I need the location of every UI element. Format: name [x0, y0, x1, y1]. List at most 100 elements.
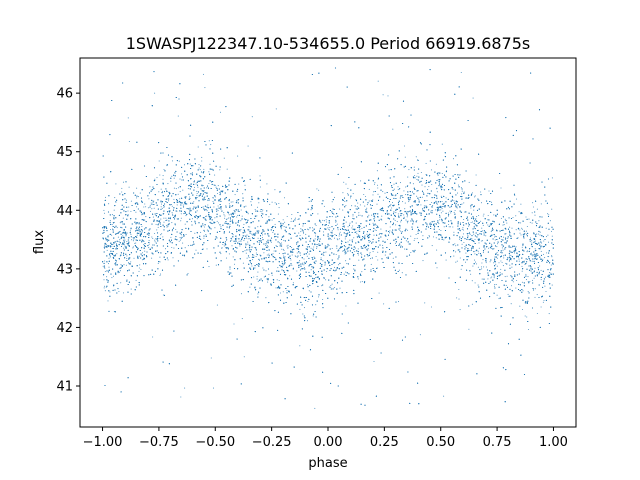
data-point: [325, 251, 327, 253]
data-point: [315, 277, 317, 279]
data-point: [532, 206, 535, 208]
data-point: [453, 211, 455, 213]
data-point: [490, 201, 493, 203]
data-point: [460, 187, 462, 189]
data-point: [356, 233, 358, 235]
data-point: [387, 95, 389, 97]
data-point: [397, 189, 399, 191]
data-point: [454, 209, 456, 212]
data-point: [352, 193, 354, 195]
data-point: [404, 156, 406, 158]
data-point: [198, 164, 200, 166]
data-point: [336, 247, 338, 249]
data-point: [494, 236, 496, 238]
data-point: [178, 240, 180, 242]
data-point: [252, 259, 254, 261]
data-point: [330, 286, 332, 288]
data-point: [322, 253, 324, 255]
data-point: [115, 183, 117, 185]
data-point: [244, 250, 246, 252]
data-point: [178, 160, 180, 162]
data-point: [130, 210, 132, 212]
data-point: [424, 215, 426, 218]
data-point: [468, 181, 470, 183]
data-point: [487, 224, 489, 226]
data-point: [454, 217, 456, 220]
data-point: [278, 252, 280, 254]
data-point: [103, 279, 105, 281]
data-point: [524, 263, 526, 265]
data-point: [455, 245, 457, 247]
data-point: [127, 210, 129, 212]
data-point: [208, 199, 211, 201]
data-point: [257, 271, 259, 273]
data-point: [245, 242, 247, 244]
data-point: [303, 307, 306, 309]
data-point: [392, 257, 394, 259]
data-point: [213, 184, 215, 186]
data-point: [415, 233, 417, 236]
data-point: [270, 241, 272, 243]
data-point: [493, 262, 495, 264]
data-point: [159, 174, 161, 176]
data-point: [280, 245, 283, 247]
data-point: [149, 210, 152, 212]
data-point: [108, 203, 110, 205]
data-point: [429, 222, 431, 224]
data-point: [358, 259, 360, 261]
data-point: [193, 186, 196, 188]
data-point: [495, 283, 497, 286]
data-point: [388, 232, 391, 234]
data-point: [531, 240, 533, 242]
data-point: [406, 222, 409, 224]
data-point: [539, 231, 541, 233]
data-point: [533, 240, 535, 243]
data-point: [177, 115, 179, 117]
data-point: [180, 217, 182, 219]
data-point: [507, 293, 509, 295]
data-point: [299, 254, 301, 256]
data-point: [439, 219, 441, 221]
data-point: [506, 222, 508, 224]
data-point: [240, 220, 242, 222]
data-point: [148, 243, 150, 245]
data-point: [167, 183, 169, 185]
data-point: [493, 275, 495, 277]
data-point: [112, 243, 114, 245]
data-point: [160, 206, 162, 208]
data-point: [408, 201, 410, 203]
data-point: [403, 216, 405, 218]
data-point: [221, 247, 223, 249]
data-point: [370, 263, 372, 265]
data-point: [253, 237, 255, 239]
data-point: [460, 268, 462, 270]
data-point: [245, 237, 247, 239]
data-point: [159, 223, 162, 225]
data-point: [459, 257, 461, 259]
data-point: [203, 208, 205, 210]
data-point: [216, 237, 218, 239]
data-point: [406, 216, 408, 218]
data-point: [144, 203, 146, 205]
data-point: [514, 194, 516, 197]
data-point: [384, 192, 386, 194]
data-point: [551, 284, 553, 286]
data-point: [285, 259, 287, 261]
data-point: [331, 201, 333, 203]
data-point: [535, 233, 538, 235]
data-point: [361, 281, 363, 283]
data-point: [135, 279, 137, 281]
data-point: [195, 183, 197, 185]
data-point: [431, 210, 434, 212]
data-point: [105, 286, 107, 288]
data-point: [542, 301, 544, 303]
data-point: [219, 111, 222, 113]
data-point: [232, 234, 234, 236]
data-point: [278, 207, 280, 209]
data-point: [500, 187, 502, 189]
data-point: [253, 255, 255, 257]
data-point: [374, 216, 376, 218]
data-point: [367, 248, 369, 250]
data-point: [476, 219, 478, 222]
data-point: [361, 237, 363, 239]
